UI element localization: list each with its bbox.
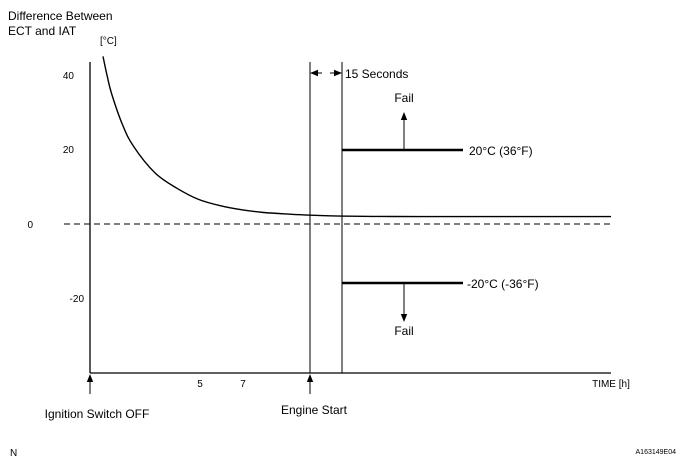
y-axis-title-line-2: ECT and IAT (8, 24, 77, 38)
interval-label: 15 Seconds (345, 67, 408, 81)
x-tick-label: 7 (240, 379, 246, 390)
y-tick-label: 40 (63, 71, 75, 82)
upper-threshold-label: 20°C (36°F) (469, 144, 533, 158)
y-tick-label: 0 (27, 220, 33, 231)
x-axis-title: TIME [h] (592, 379, 630, 390)
ignition-off-label: Ignition Switch OFF (45, 407, 150, 421)
lower-fail-label: Fail (394, 324, 413, 338)
lower-threshold-label: -20°C (-36°F) (467, 277, 539, 291)
figure-code: A163149E04 (636, 449, 677, 456)
y-axis-title-line-1: Difference Between (8, 9, 113, 23)
upper-fail-label: Fail (394, 91, 413, 105)
x-tick-label: 5 (197, 379, 203, 390)
y-tick-label: 20 (63, 145, 75, 156)
y-axis-unit: [°C] (100, 36, 117, 47)
engine-start-label: Engine Start (281, 403, 348, 417)
series-line (102, 56, 611, 218)
y-tick-label: -20 (70, 294, 85, 305)
corner-mark: N (10, 448, 17, 459)
